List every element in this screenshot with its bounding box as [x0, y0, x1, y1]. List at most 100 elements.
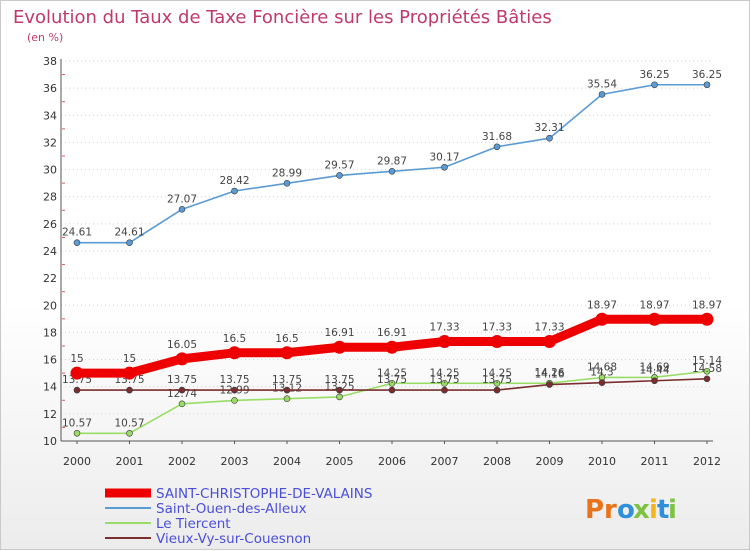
data-label: 14.69	[639, 361, 669, 373]
y-tick-label: 36	[43, 82, 57, 95]
y-tick-label: 14	[43, 381, 57, 394]
logo-letter: x	[633, 495, 650, 525]
data-point	[493, 380, 501, 387]
series-group: 24.61 24.61 27.07 28.42 28.99 29.57 29.87 30.17…	[62, 69, 722, 437]
data-label: 14.25	[429, 367, 459, 379]
y-tick-label: 12	[43, 408, 57, 421]
data-label: 13.75	[324, 374, 354, 386]
data-label: 13.75	[429, 374, 459, 386]
data-label: 10.57	[114, 417, 144, 429]
data-label: 24.61	[62, 227, 92, 239]
data-label: 28.42	[219, 175, 249, 187]
data-point	[546, 134, 553, 142]
y-tick-label: 22	[43, 272, 57, 285]
x-tick-label: 2012	[693, 455, 721, 468]
x-tick-label: 2005	[326, 455, 354, 468]
x-tick-label: 2003	[221, 455, 249, 468]
data-label: 28.99	[272, 167, 302, 179]
data-point	[73, 239, 81, 247]
data-point	[648, 312, 661, 326]
data-label: 13.75	[219, 374, 249, 386]
data-label: 24.61	[114, 227, 144, 239]
data-point	[651, 81, 658, 89]
y-tick-label: 26	[43, 218, 57, 231]
data-point	[231, 386, 238, 394]
data-point	[126, 429, 133, 437]
data-label: 15	[123, 353, 136, 365]
data-point	[178, 400, 186, 408]
y-tick-label: 20	[43, 299, 57, 312]
data-point	[70, 366, 84, 380]
data-label: 13.75	[482, 374, 512, 386]
data-point	[336, 386, 343, 394]
data-label: 16.5	[223, 333, 246, 345]
data-label: 27.07	[167, 193, 197, 205]
data-point	[546, 381, 553, 388]
data-point	[441, 386, 448, 394]
x-tick-label: 2009	[536, 455, 564, 468]
data-point	[493, 143, 501, 151]
data-point	[231, 187, 238, 195]
data-point	[228, 346, 241, 360]
data-point	[493, 386, 501, 394]
data-label: 30.17	[429, 151, 459, 163]
data-point	[543, 335, 556, 349]
data-point	[283, 395, 291, 402]
data-point	[490, 335, 504, 349]
data-point	[388, 168, 396, 175]
legend: SAINT-CHRISTOPHE-DE-VALAINSSaint-Ouen-de…	[105, 486, 372, 547]
y-tick-label: 38	[43, 55, 57, 68]
data-label: 17.33	[534, 322, 564, 334]
data-label: 14.16	[534, 369, 564, 381]
x-tick-label: 2004	[273, 455, 301, 468]
axes: 10 12 14 16 18 20 22 24 26 28 30 32 34 36 38 2000 2001 20…	[43, 55, 721, 468]
data-point	[123, 366, 136, 380]
series-1: 24.61 24.61 27.07 28.42 28.99 29.57 29.87 30.17…	[62, 69, 722, 247]
data-point	[283, 386, 291, 394]
legend-label: Le Tiercent	[156, 516, 231, 532]
data-point	[333, 340, 346, 354]
data-label: 18.97	[639, 299, 669, 311]
data-point	[651, 377, 658, 385]
data-label: 17.33	[429, 322, 459, 334]
data-label: 16.91	[324, 327, 354, 339]
data-point	[231, 397, 238, 404]
series-0: 15 15 16.05 16.5 16.5 16.91 16.91 17.33 17.33 17.…	[70, 299, 722, 380]
data-label: 14.44	[639, 365, 669, 377]
data-point	[336, 393, 343, 401]
data-point	[598, 379, 606, 386]
series-3: 13.75 13.75 13.75 13.75 13.75 13.75 13.75 13.75…	[62, 363, 722, 394]
y-tick-label: 28	[43, 191, 57, 204]
data-point	[175, 352, 189, 366]
data-label: 29.57	[324, 159, 354, 171]
data-point	[700, 312, 714, 326]
data-point	[126, 239, 133, 247]
data-label: 32.31	[534, 122, 564, 134]
x-tick-label: 2000	[63, 455, 91, 468]
data-label: 16.5	[275, 333, 298, 345]
data-point	[336, 172, 343, 179]
logo-letter: r	[604, 495, 617, 525]
data-point	[703, 367, 711, 375]
x-tick-label: 2010	[588, 455, 616, 468]
data-label: 29.87	[377, 155, 407, 167]
data-label: 31.68	[482, 131, 512, 143]
y-tick-label: 32	[43, 136, 57, 149]
data-point	[73, 386, 81, 394]
data-label: 15.14	[692, 355, 722, 367]
data-label: 15	[70, 353, 83, 365]
data-label: 18.97	[692, 299, 722, 311]
legend-label: Vieux-Vy-sur-Couesnon	[156, 531, 311, 547]
data-point	[441, 163, 448, 171]
y-tick-label: 16	[43, 354, 57, 367]
data-label: 14.68	[587, 361, 617, 373]
data-point	[595, 312, 609, 326]
data-label: 13.75	[272, 374, 302, 386]
legend-label: SAINT-CHRISTOPHE-DE-VALAINS	[156, 486, 372, 502]
data-point	[598, 91, 606, 98]
data-point	[283, 179, 291, 187]
data-point	[73, 429, 81, 437]
data-label: 14.3	[590, 367, 613, 379]
data-point	[703, 375, 711, 383]
